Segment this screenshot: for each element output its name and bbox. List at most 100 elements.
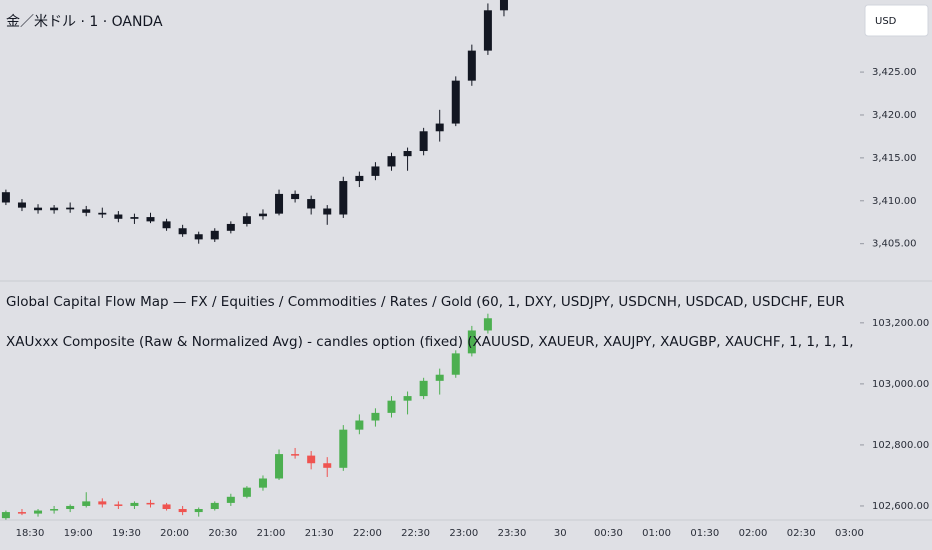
candle-body (1, 512, 10, 519)
candle-body (146, 502, 155, 505)
x-tick-label: 20:00 (160, 528, 189, 539)
candle-body (114, 214, 123, 219)
x-tick-label: 30 (554, 528, 567, 539)
candle-body (403, 151, 412, 157)
legends: Global Capital Flow Map — FX / Equities … (6, 294, 866, 350)
candle-body (146, 217, 155, 222)
x-tick-label: 21:30 (305, 528, 334, 539)
x-tick-label: 01:00 (642, 528, 671, 539)
x-tick-label: 01:30 (690, 528, 719, 539)
candle-body (403, 396, 412, 401)
x-tick-label: 22:00 (353, 528, 382, 539)
price-pane (1, 0, 508, 244)
candle-body (387, 156, 396, 167)
indicator-legend: Global Capital Flow Map — FX / Equities … (6, 294, 845, 310)
candle-body (291, 454, 300, 456)
candle-body (98, 212, 107, 215)
candle-body (130, 502, 139, 506)
candle-body (50, 509, 59, 511)
candle-body (17, 512, 26, 514)
candle-body (371, 412, 380, 421)
candle-body (178, 228, 187, 235)
candle-body (34, 510, 43, 514)
candle-body (226, 223, 235, 231)
x-tick-label: 02:30 (787, 528, 816, 539)
candle-body (323, 208, 332, 215)
candle-body (499, 0, 508, 11)
candle-body (226, 496, 235, 503)
candle-body (114, 504, 123, 506)
axes: 18:30 19:00 19:30 20:00 20:30 21:00 21:30 22:00… (16, 67, 930, 539)
x-tick-label: 23:00 (449, 528, 478, 539)
candle-body (435, 123, 444, 132)
candle-body (210, 502, 219, 510)
candle-body (451, 80, 460, 124)
y-tick-label: 3,415.00 (872, 153, 917, 164)
x-tick-label: 02:00 (739, 528, 768, 539)
x-tick-label: 03:00 (835, 528, 864, 539)
candle-body (467, 330, 476, 354)
candle-body (371, 166, 380, 176)
candle-body (307, 455, 316, 464)
x-tick-label: 20:30 (208, 528, 237, 539)
candle-body (483, 318, 492, 331)
candle-body (82, 501, 91, 506)
candle-body (194, 234, 203, 240)
y-tick-label: 3,410.00 (872, 196, 917, 207)
candle-body (291, 193, 300, 200)
x-tick-label: 19:00 (64, 528, 93, 539)
candle-body (258, 213, 267, 217)
candle-body (242, 216, 251, 224)
candle-body (210, 230, 219, 240)
y-tick-label: 103,200.00 (872, 318, 929, 329)
candle-body (339, 429, 348, 468)
x-tick-label: 00:30 (594, 528, 623, 539)
candle-body (258, 478, 267, 488)
y-tick-label: 3,405.00 (872, 239, 917, 250)
candle-body (339, 181, 348, 215)
candle-body (387, 400, 396, 413)
candle-body (162, 221, 171, 229)
candle-body (130, 217, 139, 219)
candle-body (242, 487, 251, 497)
x-tick-label: 22:30 (401, 528, 430, 539)
indicator-pane (1, 313, 492, 520)
candle-body (34, 207, 43, 211)
candle-body (355, 420, 364, 430)
candle-body (275, 193, 284, 214)
x-tick-label: 21:00 (257, 528, 286, 539)
x-tick-label: 19:30 (112, 528, 141, 539)
y-tick-label: 102,800.00 (872, 440, 929, 451)
candle-body (467, 50, 476, 81)
candle-body (451, 353, 460, 375)
y-tick-label: 102,600.00 (872, 501, 929, 512)
candle-body (66, 505, 75, 510)
candle-body (17, 202, 26, 208)
y-tick-label: 103,000.00 (872, 379, 929, 390)
candle-body (1, 192, 10, 203)
y-tick-label: 3,420.00 (872, 110, 917, 121)
candle-body (98, 501, 107, 505)
x-tick-label: 23:30 (498, 528, 527, 539)
indicator-legend: XAUxxx Composite (Raw & Normalized Avg) … (6, 334, 866, 350)
candle-body (275, 454, 284, 479)
candle-body (419, 131, 428, 152)
currency-button-label[interactable]: USD (875, 16, 897, 27)
currency-button[interactable] (864, 4, 929, 37)
candle-body (178, 509, 187, 513)
candle-body (50, 207, 59, 211)
candle-body (66, 207, 75, 210)
x-tick-label: 18:30 (16, 528, 45, 539)
candle-body (323, 463, 332, 468)
candle-body (419, 380, 428, 397)
candle-body (355, 175, 364, 182)
candle-body (435, 374, 444, 381)
y-tick-label: 3,425.00 (872, 67, 917, 78)
candle-body (162, 504, 171, 510)
candle-body (307, 199, 316, 209)
candle-body (82, 209, 91, 213)
candle-body (483, 10, 492, 51)
